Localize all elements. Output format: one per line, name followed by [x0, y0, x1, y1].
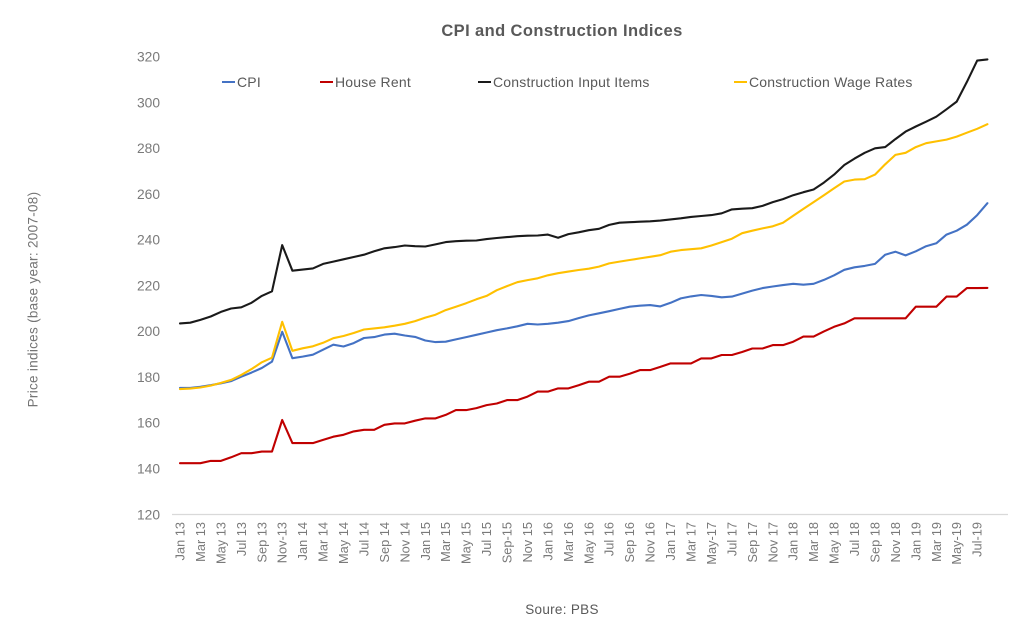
x-tick-label: May 14: [336, 522, 351, 564]
series-line-house-rent: [178, 286, 989, 465]
x-tick-label: May 13: [213, 522, 228, 564]
y-tick-labels: 320 300 280 260 240 220 200 180 160 140 120: [137, 50, 160, 523]
x-tick-label: Jan 19: [908, 522, 923, 560]
x-tick-label: Nov 16: [643, 522, 658, 563]
legend-item-construction-wage-rates: Construction Wage Rates: [734, 74, 913, 90]
x-tick-label: Jan 16: [540, 522, 555, 560]
x-tick-label: Jul 18: [847, 522, 862, 556]
x-tick-label: Jan 14: [295, 522, 310, 560]
x-tick-label: Sep 18: [867, 522, 882, 563]
legend-label: Construction Input Items: [493, 74, 650, 90]
legend-item-cpi: CPI: [222, 74, 261, 90]
chart-title: CPI and Construction Indices: [441, 22, 683, 40]
x-tick-label: Jan 18: [786, 522, 801, 560]
x-tick-label: Sep 14: [377, 522, 392, 563]
x-tick-label: Nov 15: [520, 522, 535, 563]
x-tick-label: May-17: [704, 522, 719, 565]
x-tick-label: Jul 15: [479, 522, 494, 556]
x-tick-label: Jan 15: [418, 522, 433, 560]
x-tick-label: May 16: [581, 522, 596, 564]
x-tick-label: Jan 13: [173, 522, 188, 560]
legend-item-construction-input-items: Construction Input Items: [478, 74, 650, 90]
x-tick-label: Sep 13: [254, 522, 269, 563]
legend: CPI House Rent Construction Input Items Con…: [180, 74, 1008, 94]
x-tick-label: Mar 15: [438, 522, 453, 562]
x-tick-label: Jan 17: [663, 522, 678, 560]
x-tick-label: Mar 14: [316, 522, 331, 562]
legend-line-swatch: [478, 80, 491, 84]
x-tick-label: Sep-15: [500, 522, 515, 563]
legend-line-swatch: [734, 80, 747, 84]
y-tick-label: 140: [137, 462, 160, 477]
x-tick-label: Sep 16: [622, 522, 637, 563]
y-tick-label: 260: [137, 187, 160, 202]
x-tick-label: Nov 14: [397, 522, 412, 563]
y-tick-label: 280: [137, 141, 160, 156]
x-tick-label: May 18: [827, 522, 842, 564]
x-tick-label: Nov 17: [765, 522, 780, 563]
x-tick-label: Mar 17: [684, 522, 699, 562]
legend-label: Construction Wage Rates: [749, 74, 913, 90]
series-line-cpi: [178, 202, 989, 389]
y-tick-label: 300: [137, 95, 160, 110]
y-tick-label: 320: [137, 50, 160, 65]
series-line-construction-wage-rates: [178, 123, 989, 391]
legend-item-house-rent: House Rent: [320, 74, 411, 90]
series-line-construction-input-items: [178, 58, 989, 325]
y-tick-label: 240: [137, 233, 160, 248]
x-tick-label: May-19: [949, 522, 964, 565]
x-tick-label: Nov 18: [888, 522, 903, 563]
x-tick-label: May 15: [459, 522, 474, 564]
x-tick-label: Jul 13: [234, 522, 249, 556]
x-tick-labels: Jan 13 Mar 13 May 13 Jul 13 Sep 13 Nov-13 Jan …: [173, 522, 985, 565]
y-tick-label: 180: [137, 370, 160, 385]
x-tick-label: Jul-19: [970, 522, 985, 557]
x-tick-label: Mar 16: [561, 522, 576, 562]
x-tick-label: Mar 19: [929, 522, 944, 562]
x-tick-label: Jul 17: [724, 522, 739, 556]
legend-line-swatch: [222, 80, 235, 84]
series-lines: [178, 58, 989, 465]
x-tick-label: Mar 18: [806, 522, 821, 562]
x-tick-label: Jul 16: [602, 522, 617, 556]
legend-label: CPI: [237, 74, 261, 90]
y-tick-label: 200: [137, 324, 160, 339]
legend-line-swatch: [320, 80, 333, 84]
y-tick-label: 120: [137, 507, 160, 522]
legend-label: House Rent: [335, 74, 411, 90]
y-tick-label: 160: [137, 416, 160, 431]
x-tick-label: Nov-13: [275, 522, 290, 563]
y-tick-label: 220: [137, 278, 160, 293]
x-tick-label: Sep 17: [745, 522, 760, 563]
source-note: Soure: PBS: [525, 602, 599, 617]
x-tick-label: Jul 14: [356, 522, 371, 556]
x-tick-label: Mar 13: [193, 522, 208, 562]
